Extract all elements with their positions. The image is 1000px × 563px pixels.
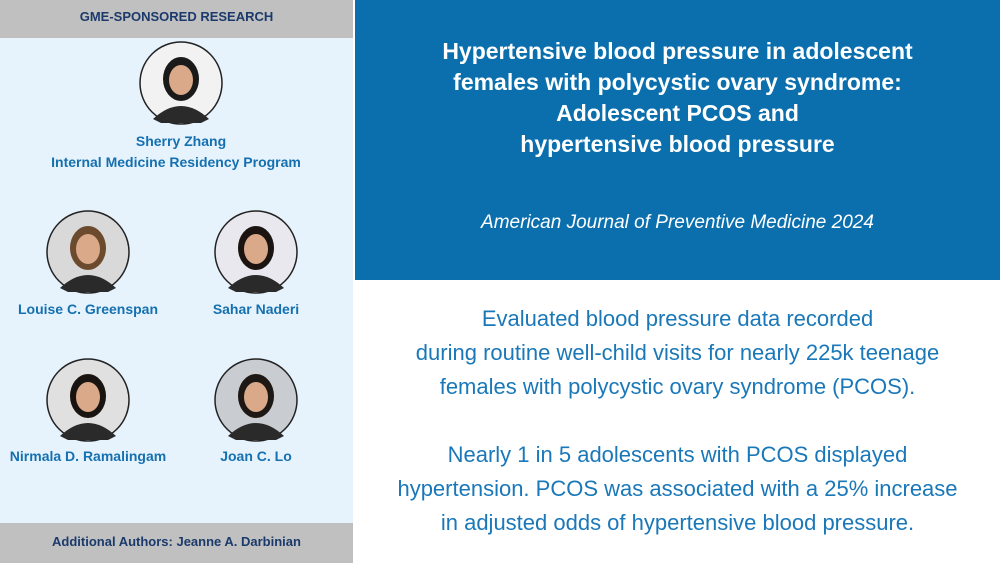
photo-part [76,234,100,264]
photo-part [228,275,284,292]
author-name: Sherry Zhang [135,133,227,149]
summary-line: Evaluated blood pressure data recorded [481,306,874,331]
author-affiliation: Internal Medicine Residency Program [51,154,301,170]
photo-part [169,65,193,95]
sidebar-header: GME-SPONSORED RESEARCH [0,0,353,38]
photo-part [60,423,116,440]
photo-part [153,106,209,123]
photo-part [228,423,284,440]
title-line: Hypertensive blood pressure in adolescen… [442,38,913,64]
photo-part [244,382,268,412]
sidebar-footer: Additional Authors: Jeanne A. Darbinian [0,523,353,563]
author-name: Sahar Naderi [212,301,300,317]
photo-part [244,234,268,264]
journal: American Journal of Preventive Medicine … [481,212,874,233]
summary-line: hypertension. PCOS was associated with a… [397,476,958,501]
summary-line: females with polycystic ovary syndrome (… [439,374,916,399]
summary-line: Nearly 1 in 5 adolescents with PCOS disp… [447,442,908,467]
photo-part [76,382,100,412]
title-line: hypertensive blood pressure [520,131,835,157]
title-line: Adolescent PCOS and [556,100,799,126]
title-panel [355,0,1000,280]
photos [46,41,298,442]
author-name: Nirmala D. Ramalingam [9,448,167,464]
title-line: females with polycystic ovary syndrome: [453,69,902,95]
author-name: Louise C. Greenspan [17,301,159,317]
summary-line: in adjusted odds of hypertensive blood p… [440,510,915,535]
photo-part [60,275,116,292]
author-name: Joan C. Lo [220,448,292,464]
summary-line: during routine well-child visits for nea… [415,340,940,365]
